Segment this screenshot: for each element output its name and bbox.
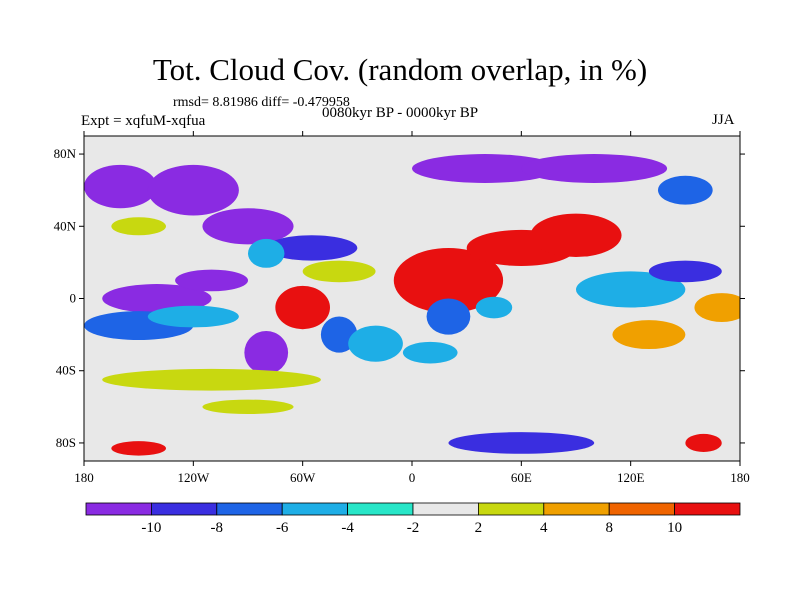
anomaly-region-9 (302, 260, 376, 283)
anomaly-region-5 (147, 164, 239, 216)
anomaly-region-29 (202, 399, 294, 415)
anomaly-region-28 (111, 217, 166, 236)
anomaly-region-1 (175, 269, 248, 292)
colorbar-swatch-3 (281, 502, 349, 516)
colorbar-swatch-9 (674, 502, 741, 516)
anomaly-region-22 (648, 260, 722, 283)
x-tick-label-5: 120E (617, 470, 645, 485)
y-tick-label-4: 80S (56, 435, 76, 450)
anomaly-region-0 (102, 284, 212, 313)
anomaly-region-4 (84, 164, 157, 209)
anomaly-region-7 (266, 235, 358, 261)
anomaly-region-32 (685, 433, 722, 452)
anomaly-region-8 (248, 238, 285, 268)
anomaly-region-25 (412, 154, 558, 183)
stats-line: rmsd= 8.81986 diff= -0.479958 (173, 95, 350, 110)
anomaly-region-27 (658, 175, 713, 205)
anomaly-region-24 (612, 320, 686, 350)
anomaly-region-23 (694, 293, 740, 322)
anomaly-region-17 (530, 213, 622, 257)
x-tick-label-1: 120W (177, 470, 210, 485)
anomaly-region-14 (102, 368, 321, 391)
x-tick-label-6: 180 (730, 470, 750, 485)
x-tick-label-3: 0 (409, 470, 416, 485)
anomaly-region-3 (147, 305, 239, 328)
experiment-label: Expt = xqfuM-xqfua (81, 113, 206, 129)
colorbar-label-8: 10 (667, 520, 682, 536)
y-tick-label-3: 40S (56, 363, 76, 378)
anomaly-region-18 (426, 298, 471, 335)
colorbar-label-3: -4 (341, 520, 354, 536)
period-label: 0080kyr BP - 0000kyr BP (322, 105, 479, 121)
anomaly-region-30 (111, 441, 166, 456)
colorbar-label-0: -10 (141, 520, 161, 536)
colorbar-label-6: 4 (540, 520, 548, 536)
anomaly-region-20 (402, 341, 458, 364)
colorbar-swatch-7 (543, 502, 610, 516)
anomaly-region-10 (275, 285, 330, 330)
colorbar-swatch-2 (216, 502, 283, 516)
season-label: JJA (712, 112, 735, 128)
colorbar: -10 -8 -6 -4 -2 2 4 8 10 (85, 502, 741, 536)
y-tick-label-0: 80N (54, 146, 77, 161)
axes: 180 120W 60W 0 60E 120E 180 80N 40N 0 40S 80S (54, 131, 750, 485)
colorbar-swatch-0 (85, 502, 152, 516)
colorbar-swatch-1 (150, 502, 218, 516)
x-tick-label-2: 60W (290, 470, 316, 485)
x-tick-label-0: 180 (74, 470, 94, 485)
colorbar-label-2: -6 (276, 520, 289, 536)
colorbar-swatch-8 (608, 502, 676, 516)
anomaly-region-21 (576, 271, 686, 308)
anomaly-region-12 (244, 331, 289, 375)
colorbar-label-1: -8 (211, 520, 224, 536)
anomaly-region-26 (521, 154, 668, 183)
anomaly-region-11 (320, 316, 358, 353)
map-area (84, 136, 740, 461)
x-tick-label-4: 60E (511, 470, 532, 485)
anomaly-region-13 (348, 325, 403, 362)
colorbar-label-5: 2 (475, 520, 483, 536)
colorbar-label-4: -2 (407, 520, 420, 536)
y-tick-label-2: 0 (70, 291, 77, 306)
colorbar-swatch-6 (477, 502, 545, 516)
y-tick-label-1: 40N (54, 218, 77, 233)
colorbar-swatch-5 (412, 502, 479, 516)
anomaly-region-6 (202, 208, 294, 245)
colorbar-label-7: 8 (605, 520, 613, 536)
anomaly-region-19 (475, 296, 513, 319)
anomaly-region-15 (393, 247, 504, 313)
colorbar-swatch-4 (347, 502, 414, 516)
chart-title: Tot. Cloud Cov. (random overlap, in %) (152, 52, 648, 87)
anomaly-region-31 (448, 432, 595, 454)
